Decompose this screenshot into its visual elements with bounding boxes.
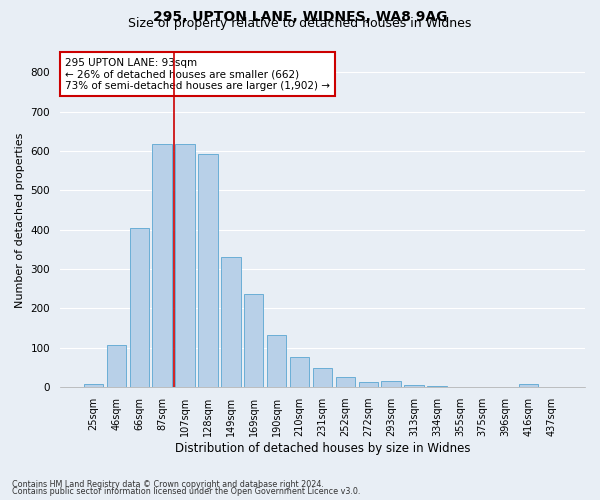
- Bar: [359, 382, 378, 387]
- Bar: [84, 384, 103, 387]
- Bar: [152, 144, 172, 387]
- Text: 295 UPTON LANE: 93sqm
← 26% of detached houses are smaller (662)
73% of semi-det: 295 UPTON LANE: 93sqm ← 26% of detached …: [65, 58, 330, 90]
- Bar: [175, 144, 195, 387]
- Bar: [267, 335, 286, 387]
- Bar: [313, 368, 332, 387]
- Bar: [221, 258, 241, 387]
- Text: 295, UPTON LANE, WIDNES, WA8 9AG: 295, UPTON LANE, WIDNES, WA8 9AG: [153, 10, 447, 24]
- Bar: [290, 357, 309, 387]
- X-axis label: Distribution of detached houses by size in Widnes: Distribution of detached houses by size …: [175, 442, 470, 455]
- Bar: [404, 386, 424, 387]
- Bar: [382, 380, 401, 387]
- Bar: [244, 294, 263, 387]
- Bar: [427, 386, 446, 387]
- Bar: [107, 345, 126, 387]
- Bar: [335, 378, 355, 387]
- Text: Size of property relative to detached houses in Widnes: Size of property relative to detached ho…: [128, 18, 472, 30]
- Bar: [198, 154, 218, 387]
- Text: Contains public sector information licensed under the Open Government Licence v3: Contains public sector information licen…: [12, 487, 361, 496]
- Bar: [130, 228, 149, 387]
- Bar: [519, 384, 538, 387]
- Y-axis label: Number of detached properties: Number of detached properties: [15, 132, 25, 308]
- Text: Contains HM Land Registry data © Crown copyright and database right 2024.: Contains HM Land Registry data © Crown c…: [12, 480, 324, 489]
